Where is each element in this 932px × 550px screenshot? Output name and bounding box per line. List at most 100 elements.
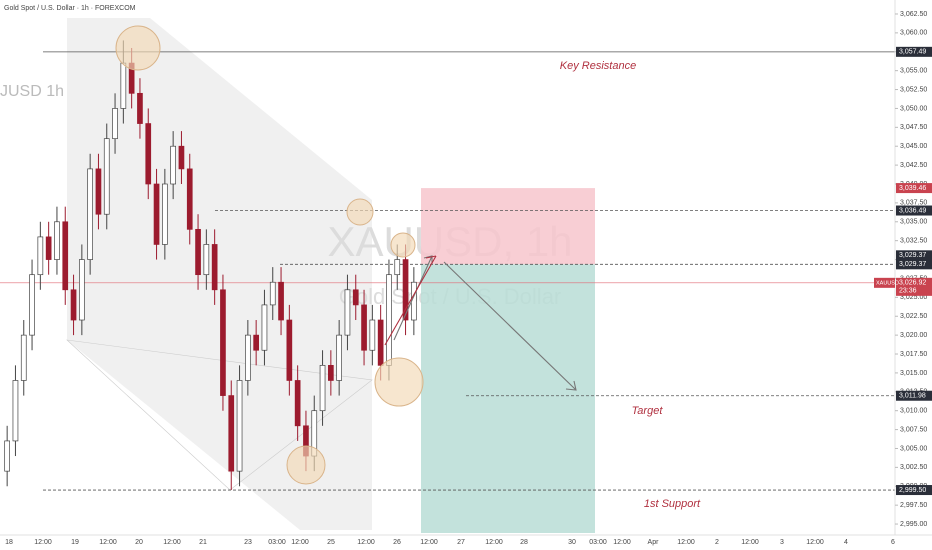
candle-body — [344, 289, 351, 336]
y-tick-label: 2,995.00 — [900, 521, 927, 528]
x-tick-label: 28 — [520, 539, 528, 546]
circle — [374, 357, 424, 407]
candle-body — [20, 334, 27, 381]
axes-group: 3,062.503,060.003,057.503,055.003,052.50… — [5, 11, 932, 546]
x-tick-label: 2 — [715, 539, 719, 546]
circle — [115, 25, 161, 71]
circle — [346, 198, 374, 226]
price-tag — [896, 46, 932, 57]
candle-body — [394, 259, 401, 276]
price-tag-label: 3,011.98 — [899, 393, 926, 400]
symbol-tag — [874, 277, 895, 288]
candle-body — [203, 244, 210, 276]
x-tick-label: 30 — [568, 539, 576, 546]
position-group — [421, 188, 595, 533]
y-tick-label: 3,045.00 — [900, 143, 927, 150]
candle-body — [402, 259, 409, 321]
y-tick-label: 3,032.50 — [900, 238, 927, 245]
candle-body — [29, 274, 35, 336]
candle-body — [228, 395, 235, 472]
candle-body — [278, 281, 284, 321]
annotation: 1st Support — [644, 498, 701, 510]
candle-body — [261, 304, 268, 351]
y-tick-label: 3,007.50 — [900, 426, 927, 433]
x-tick-label: 03:00 — [268, 539, 286, 546]
stop-zone — [421, 188, 595, 265]
x-tick-label: 3 — [780, 539, 784, 546]
price-tag-label: 3,057.49 — [899, 49, 926, 56]
side-label: JUSD 1h — [0, 83, 64, 100]
candle-body — [170, 145, 176, 185]
x-tick-label: Apr — [648, 539, 660, 546]
arrow — [393, 255, 577, 391]
candle-body — [253, 334, 259, 351]
y-tick-label: 3,020.00 — [900, 332, 927, 339]
candle-body — [319, 365, 326, 412]
x-tick-label: 6 — [891, 539, 895, 546]
candle-body — [4, 440, 10, 472]
x-tick-label: 12:00 — [420, 539, 438, 546]
candle-body — [294, 380, 301, 427]
target-zone — [421, 264, 595, 533]
candle-body — [178, 145, 185, 170]
y-tick-label: 3,022.50 — [900, 313, 927, 320]
x-tick-label: 4 — [844, 539, 848, 546]
y-tick-label: 3,037.50 — [900, 200, 927, 207]
current-price-tag — [896, 277, 932, 296]
candle-body — [103, 138, 110, 215]
candle-body — [62, 221, 69, 291]
price-tag-label: 2,999.50 — [899, 487, 926, 494]
levels-group — [0, 51, 895, 491]
price-tag-label: 3,029.37 — [899, 261, 926, 268]
price-tag — [896, 390, 932, 401]
y-tick-label: 3,002.50 — [900, 464, 927, 471]
y-tick-label: 3,047.50 — [900, 124, 927, 131]
x-tick-label: 12:00 — [163, 539, 181, 546]
y-tick-label: 3,060.00 — [900, 30, 927, 37]
circle — [390, 232, 416, 258]
candle-body — [162, 183, 168, 245]
price-tag — [896, 205, 932, 216]
x-tick-label: 12:00 — [677, 539, 695, 546]
x-tick-label: 21 — [199, 539, 207, 546]
y-tick-label: 3,017.50 — [900, 351, 927, 358]
candle-body — [286, 319, 293, 381]
candle-body — [352, 289, 359, 306]
price-tag-label: 3,029.37 — [899, 252, 926, 259]
header: Gold Spot / U.S. Dollar · 1h · FOREXCOM — [4, 5, 136, 12]
y-tick-label: 3,055.00 — [900, 67, 927, 74]
x-tick-label: 12:00 — [485, 539, 503, 546]
countdown: 23:36 — [899, 288, 917, 295]
candle-body — [328, 365, 334, 381]
x-tick-label: 19 — [71, 539, 79, 546]
annotation: Key Resistance — [560, 60, 636, 72]
candle-body — [70, 289, 77, 321]
candle-body — [186, 168, 193, 230]
arrow — [384, 255, 437, 346]
x-tick-label: 20 — [135, 539, 143, 546]
symbol-label: XAUUSD — [876, 280, 899, 286]
y-tick-label: 3,062.50 — [900, 11, 927, 18]
y-tick-label: 2,997.50 — [900, 502, 927, 509]
candle-body — [87, 168, 93, 260]
x-tick-label: 23 — [244, 539, 252, 546]
x-tick-label: 12:00 — [613, 539, 631, 546]
candle-body — [377, 319, 384, 366]
x-tick-label: 12:00 — [741, 539, 759, 546]
x-tick-label: 12:00 — [291, 539, 309, 546]
x-tick-label: 12:00 — [99, 539, 117, 546]
candle-body — [137, 92, 143, 124]
y-tick-label: 3,015.00 — [900, 370, 927, 377]
y-tick-label: 3,005.00 — [900, 445, 927, 452]
candle-body — [361, 304, 367, 351]
x-tick-label: 27 — [457, 539, 465, 546]
x-tick-label: 03:00 — [589, 539, 607, 546]
candle-body — [211, 244, 218, 291]
candle-body — [236, 380, 243, 472]
y-tick-label: 3,052.50 — [900, 86, 927, 93]
candle-body — [386, 274, 392, 366]
price-tag-label: 3,036.49 — [899, 207, 926, 214]
candle-body — [45, 236, 52, 260]
price-tag — [896, 259, 932, 270]
